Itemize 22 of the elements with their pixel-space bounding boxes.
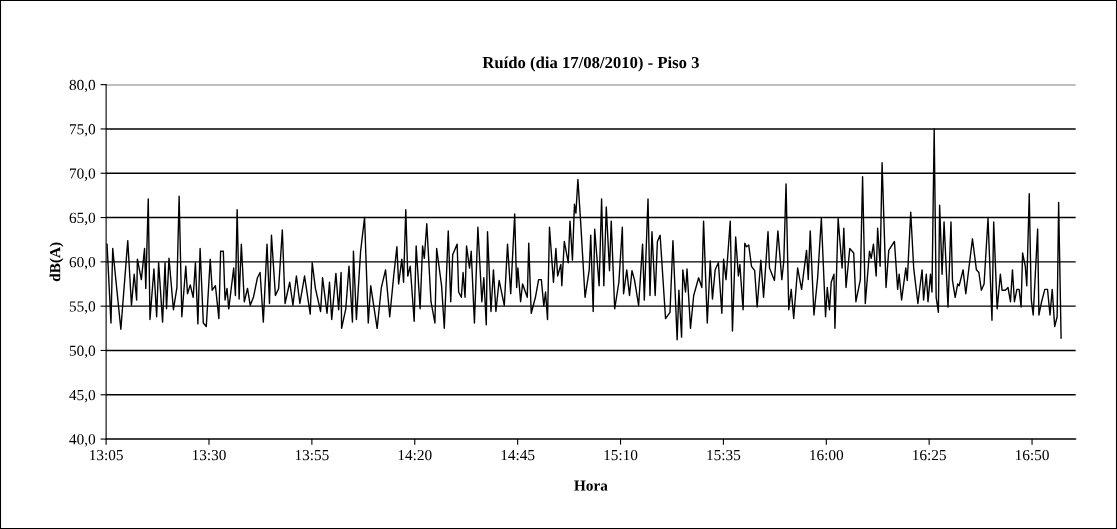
x-tick-label: 14:20 xyxy=(398,449,432,461)
x-tick-label: 13:05 xyxy=(90,449,123,461)
x-tick-label: 15:35 xyxy=(707,449,741,461)
y-tick-label: 40,0 xyxy=(69,434,96,447)
y-tick-label: 70,0 xyxy=(69,168,96,181)
y-tick-label: 80,0 xyxy=(69,79,96,93)
chart-title: Ruído (dia 17/08/2010) - Piso 3 xyxy=(482,56,699,72)
x-tick-label: 15:10 xyxy=(604,449,638,461)
y-tick-label: 55,0 xyxy=(69,301,96,314)
x-tick-label: 13:55 xyxy=(295,449,329,461)
y-tick-label: 60,0 xyxy=(69,257,96,270)
y-axis-title: dB(A) xyxy=(49,242,64,282)
y-tick-label: 50,0 xyxy=(69,345,96,359)
x-tick-label: 16:50 xyxy=(1015,449,1049,461)
x-tick-label: 16:25 xyxy=(913,449,946,461)
x-tick-label: 16:00 xyxy=(810,449,844,461)
x-tick-label: 14:45 xyxy=(501,450,535,461)
x-axis-title: Hora xyxy=(574,480,608,491)
y-tick-label: 45,0 xyxy=(69,389,96,403)
y-tick-label: 75,0 xyxy=(69,124,96,137)
y-tick-label: 65,0 xyxy=(69,212,96,226)
x-tick-label: 13:30 xyxy=(192,449,226,461)
